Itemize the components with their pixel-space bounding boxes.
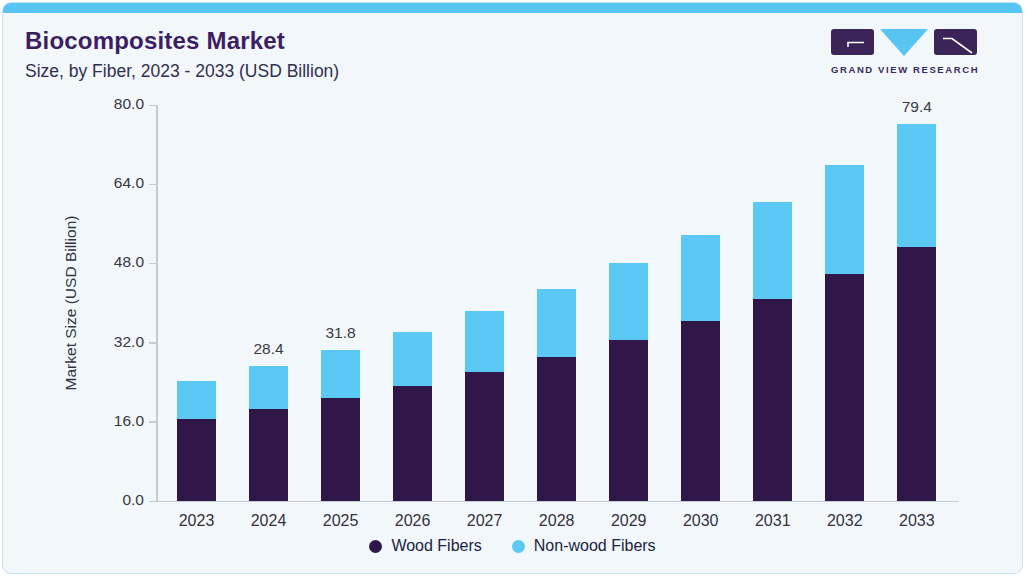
logo-r-box-icon [934, 29, 977, 55]
bar-segment-non-wood-fibers [249, 366, 288, 409]
bar-segment-non-wood-fibers [825, 165, 864, 274]
y-tick-mark [149, 501, 156, 503]
bar-segment-wood-fibers [249, 409, 288, 501]
legend-swatch-icon [512, 540, 525, 553]
gvr-logo: GRAND VIEW RESEARCH [831, 29, 977, 75]
top-accent-bar [3, 3, 1022, 13]
stacked-bar-chart: Market Size (USD Billion) 0.016.032.048.… [156, 105, 957, 501]
bar-segment-non-wood-fibers [393, 332, 432, 386]
y-tick-mark [149, 184, 156, 186]
bar-segment-non-wood-fibers [753, 202, 792, 298]
y-tick-label: 32.0 [96, 333, 144, 351]
logo-g-box-icon [831, 29, 874, 55]
y-axis-line [156, 105, 158, 501]
logo-v-triangle-icon [880, 29, 928, 56]
y-tick-label: 80.0 [96, 95, 144, 113]
y-tick-mark [149, 105, 156, 107]
bar-group-2033 [897, 124, 936, 501]
x-tick-label-2030: 2030 [661, 512, 741, 530]
legend-swatch-icon [369, 540, 382, 553]
y-tick-label: 64.0 [96, 174, 144, 192]
bar-group-2023 [177, 381, 216, 501]
x-tick-label-2027: 2027 [445, 512, 525, 530]
bar-group-2030 [681, 235, 720, 501]
bar-value-label: 28.4 [234, 340, 304, 358]
bar-value-label: 79.4 [882, 98, 952, 116]
bar-segment-non-wood-fibers [321, 350, 360, 398]
x-tick-label-2024: 2024 [229, 512, 309, 530]
bar-group-2028 [537, 289, 576, 501]
x-tick-label-2032: 2032 [805, 512, 885, 530]
bar-segment-wood-fibers [321, 398, 360, 501]
bar-segment-wood-fibers [681, 321, 720, 502]
bar-segment-non-wood-fibers [177, 381, 216, 419]
legend-label: Wood Fibers [391, 537, 481, 555]
bar-group-2031 [753, 202, 792, 501]
y-tick-mark [149, 263, 156, 265]
bar-segment-wood-fibers [825, 274, 864, 501]
bar-group-2025 [321, 350, 360, 501]
chart-card: Biocomposites Market Size, by Fiber, 202… [2, 2, 1023, 574]
x-tick-label-2025: 2025 [301, 512, 381, 530]
bar-segment-non-wood-fibers [897, 124, 936, 247]
legend-item-non-wood-fibers: Non-wood Fibers [512, 537, 656, 555]
bar-segment-wood-fibers [609, 340, 648, 501]
x-tick-label-2029: 2029 [589, 512, 669, 530]
bar-segment-non-wood-fibers [465, 311, 504, 372]
bar-segment-wood-fibers [753, 299, 792, 501]
bar-value-label: 31.8 [306, 324, 376, 342]
legend-label: Non-wood Fibers [534, 537, 656, 555]
bar-group-2024 [249, 366, 288, 501]
x-tick-label-2031: 2031 [733, 512, 813, 530]
bar-segment-wood-fibers [393, 386, 432, 501]
bar-group-2027 [465, 311, 504, 501]
y-tick-label: 0.0 [96, 491, 144, 509]
x-tick-label-2026: 2026 [373, 512, 453, 530]
header: Biocomposites Market Size, by Fiber, 202… [25, 27, 1000, 82]
y-tick-label: 16.0 [96, 412, 144, 430]
bar-group-2032 [825, 165, 864, 501]
gvr-logo-mark [831, 29, 977, 57]
y-tick-label: 48.0 [96, 253, 144, 271]
x-tick-label-2023: 2023 [157, 512, 237, 530]
bar-segment-wood-fibers [537, 357, 576, 501]
chart-legend: Wood Fibers Non-wood Fibers [3, 537, 1022, 555]
bar-group-2026 [393, 332, 432, 501]
logo-wordmark: GRAND VIEW RESEARCH [831, 64, 977, 75]
bar-segment-wood-fibers [897, 247, 936, 501]
bar-segment-non-wood-fibers [537, 289, 576, 357]
bar-group-2029 [609, 263, 648, 501]
bar-segment-non-wood-fibers [609, 263, 648, 340]
bar-segment-wood-fibers [177, 419, 216, 501]
y-tick-mark [149, 342, 156, 344]
x-tick-label-2028: 2028 [517, 512, 597, 530]
y-tick-mark [149, 421, 156, 423]
y-axis-title: Market Size (USD Billion) [62, 216, 80, 391]
bar-segment-non-wood-fibers [681, 235, 720, 321]
bar-segment-wood-fibers [465, 372, 504, 501]
legend-item-wood-fibers: Wood Fibers [369, 537, 481, 555]
x-tick-label-2033: 2033 [877, 512, 957, 530]
